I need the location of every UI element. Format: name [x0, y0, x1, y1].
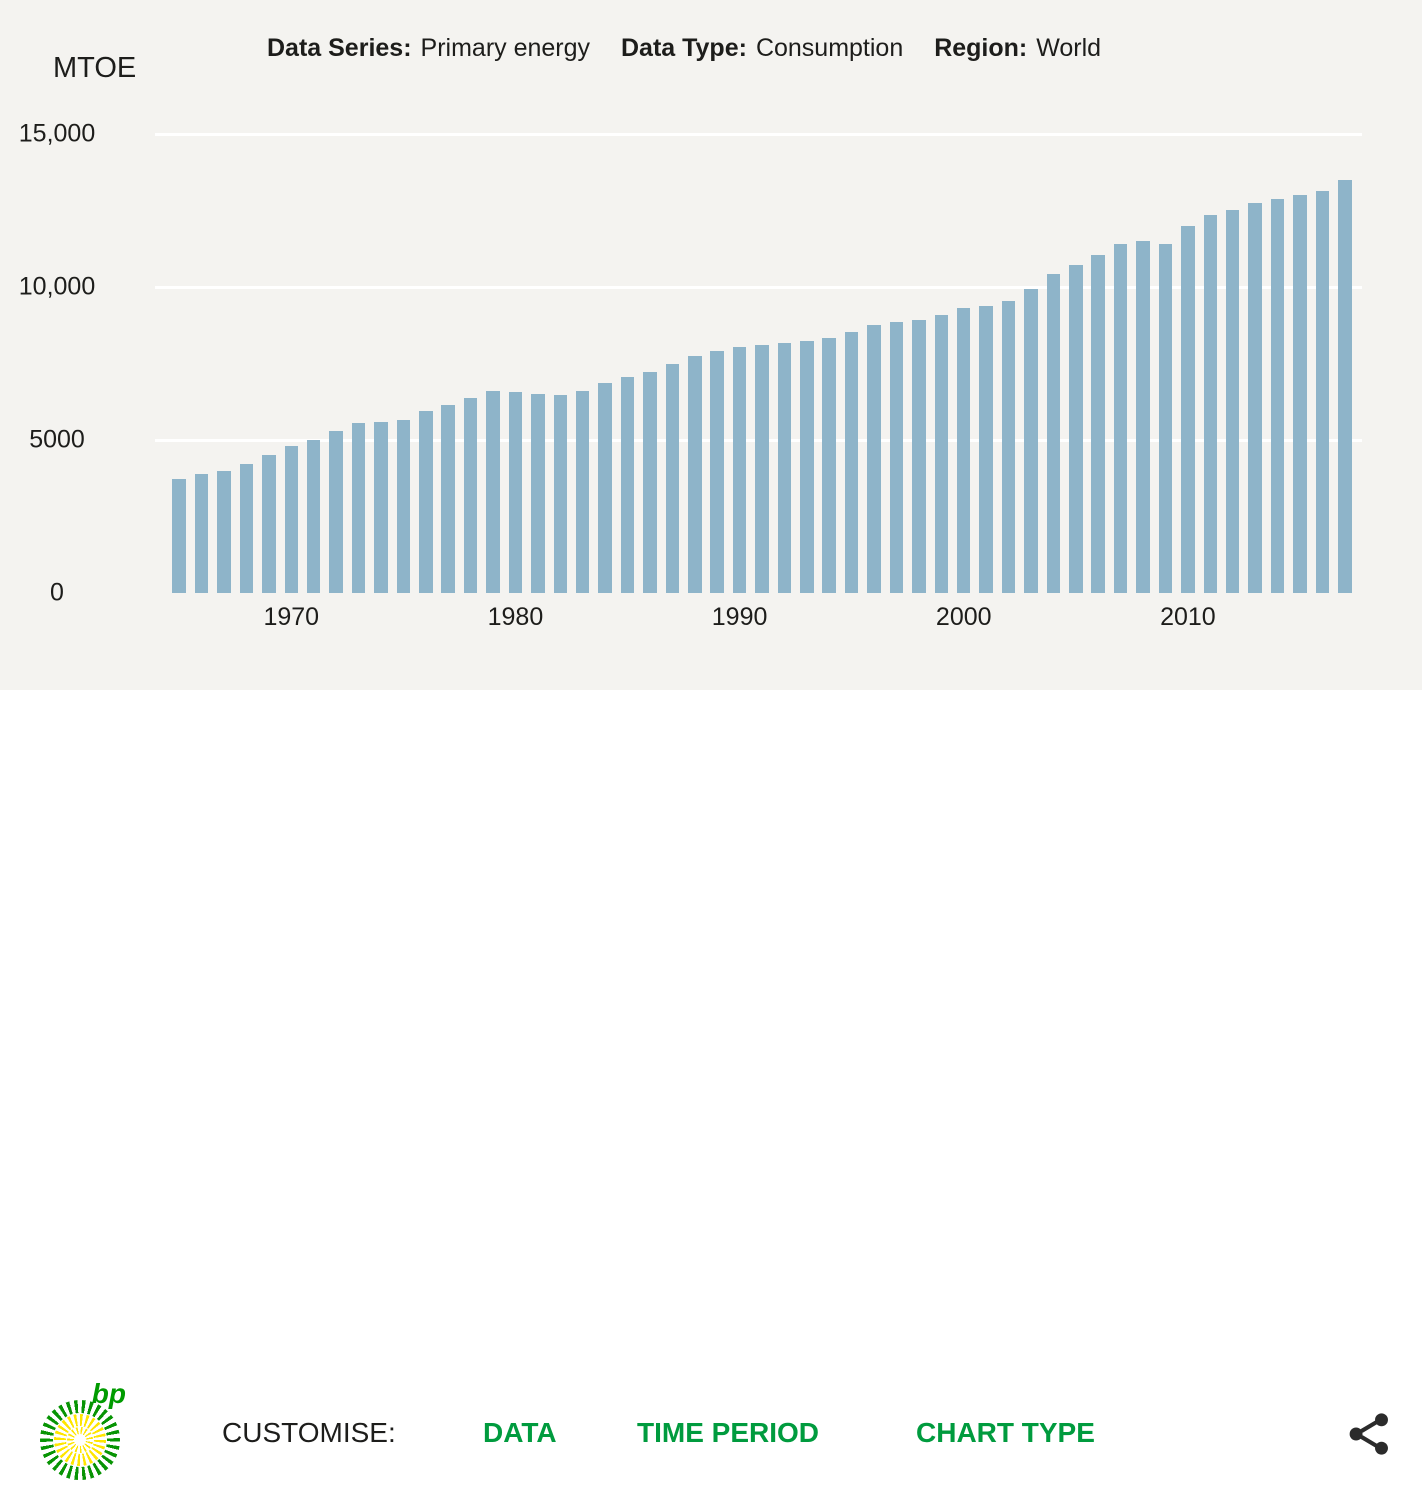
- share-button[interactable]: [1344, 1409, 1394, 1459]
- bar-2001[interactable]: [979, 306, 993, 593]
- bar-2007[interactable]: [1113, 244, 1128, 593]
- helios-center: [74, 1434, 86, 1446]
- data-type-label: Data Type:: [620, 34, 747, 62]
- bp-logo: bp: [40, 1378, 126, 1486]
- bar-1976[interactable]: [419, 410, 433, 593]
- bar-1982[interactable]: [553, 394, 567, 593]
- x-axis-tick-label: 2010: [1160, 603, 1216, 631]
- bar-1969[interactable]: [262, 455, 276, 593]
- bar-2015[interactable]: [1293, 195, 1307, 593]
- chart-type-button[interactable]: CHART TYPE: [916, 1417, 1095, 1448]
- bar-1983[interactable]: [575, 391, 590, 593]
- bar-1965[interactable]: [172, 478, 186, 593]
- data-type-field: Data Type: Consumption: [621, 34, 910, 62]
- bar-2000[interactable]: [956, 308, 971, 593]
- data-button[interactable]: DATA: [483, 1417, 557, 1448]
- y-axis-tick-label: 10,000: [18, 272, 96, 301]
- chart-header: Data Series: Primary energy Data Type: Con…: [267, 34, 1125, 63]
- bar-2009[interactable]: [1158, 244, 1173, 593]
- time-period-button[interactable]: TIME PERIOD: [637, 1417, 820, 1448]
- bar-1996[interactable]: [867, 324, 881, 593]
- bar-2011[interactable]: [1203, 215, 1218, 593]
- bar-2012[interactable]: [1225, 209, 1240, 593]
- bar-1989[interactable]: [710, 350, 724, 593]
- bar-1999[interactable]: [934, 315, 949, 593]
- y-axis-tick-label: 0: [50, 578, 64, 607]
- bp-helios-icon: [40, 1400, 120, 1480]
- bar-2006[interactable]: [1091, 255, 1105, 593]
- region-label: Region:: [934, 34, 1028, 62]
- bar-1987[interactable]: [665, 364, 680, 593]
- x-axis-tick-label: 2000: [935, 603, 992, 631]
- bar-1985[interactable]: [620, 376, 635, 593]
- bar-2004[interactable]: [1046, 274, 1061, 593]
- data-series-value: Primary energy: [420, 34, 591, 62]
- bar-1973[interactable]: [351, 422, 366, 593]
- x-axis-tick-label: 1990: [711, 603, 768, 631]
- bar-1978[interactable]: [463, 397, 478, 593]
- bar-1980[interactable]: [508, 391, 523, 593]
- bar-2017[interactable]: [1338, 179, 1352, 593]
- data-type-value: Consumption: [755, 34, 904, 62]
- y-axis-tick-label: 5000: [29, 425, 85, 454]
- bar-1994[interactable]: [822, 338, 836, 593]
- bar-2014[interactable]: [1270, 198, 1285, 593]
- customise-label: CUSTOMISE:: [222, 1417, 396, 1448]
- bar-1998[interactable]: [912, 320, 926, 593]
- x-axis-tick-label: 1970: [263, 603, 320, 631]
- bar-2016[interactable]: [1315, 190, 1330, 593]
- bar-1988[interactable]: [688, 355, 702, 593]
- region-value: World: [1036, 34, 1102, 62]
- bar-1997[interactable]: [889, 322, 904, 593]
- bar-2013[interactable]: [1248, 203, 1262, 593]
- bar-2002[interactable]: [1001, 301, 1016, 593]
- gridline: [155, 132, 1362, 136]
- gridline: [155, 285, 1362, 289]
- bar-1981[interactable]: [531, 393, 545, 593]
- bar-2008[interactable]: [1136, 241, 1150, 593]
- bar-1993[interactable]: [800, 341, 814, 593]
- bp-wordmark: bp: [91, 1378, 126, 1409]
- bar-1967[interactable]: [217, 470, 231, 593]
- x-axis: 1970 1980 1990 2000 2010: [168, 603, 1356, 635]
- footer-toolbar: bp CUSTOMISE: DATA TIME PERIOD CHART TYP…: [0, 690, 1422, 1480]
- y-axis-unit-label: MTOE: [53, 52, 137, 84]
- y-axis-tick-label: 15,000: [18, 119, 96, 148]
- bar-1986[interactable]: [643, 371, 657, 593]
- bar-1971[interactable]: [306, 439, 321, 593]
- bar-series: [168, 134, 1356, 593]
- bar-1968[interactable]: [239, 463, 254, 593]
- chart-area: MTOE Data Series: Primary energy Data Typ…: [0, 0, 1422, 690]
- bar-1984[interactable]: [598, 382, 612, 593]
- bar-2005[interactable]: [1069, 264, 1083, 593]
- bar-1974[interactable]: [374, 421, 388, 593]
- bar-1972[interactable]: [329, 431, 343, 593]
- bar-2003[interactable]: [1024, 288, 1038, 593]
- bar-1979[interactable]: [486, 391, 500, 593]
- bar-1995[interactable]: [844, 331, 859, 593]
- data-series-field: Data Series: Primary energy: [267, 34, 597, 62]
- bar-1970[interactable]: [284, 446, 299, 593]
- bar-1975[interactable]: [396, 420, 411, 593]
- data-series-label: Data Series:: [267, 34, 412, 62]
- bar-1977[interactable]: [441, 404, 455, 593]
- bar-1991[interactable]: [755, 344, 769, 593]
- bar-2010[interactable]: [1181, 225, 1195, 593]
- bar-1966[interactable]: [194, 474, 209, 593]
- x-axis-tick-label: 1980: [487, 603, 544, 631]
- region-field: Region: World: [934, 34, 1101, 62]
- share-icon: [1349, 1413, 1388, 1455]
- bar-1992[interactable]: [777, 343, 792, 593]
- bar-1990[interactable]: [732, 346, 747, 593]
